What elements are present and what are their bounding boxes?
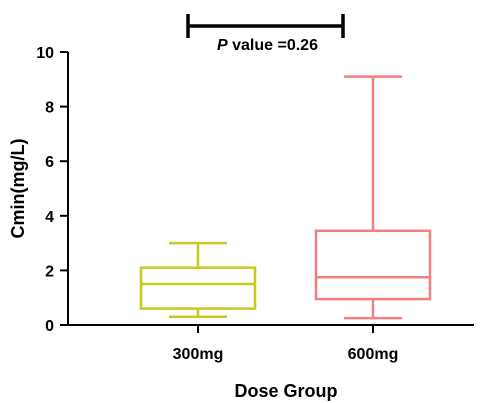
- box-group: [139, 241, 257, 319]
- box-group: [314, 75, 432, 320]
- boxes: [139, 75, 432, 320]
- y-tick-label: 10: [36, 45, 54, 62]
- significance-bracket: [186, 14, 345, 38]
- y-axis-title: Cmin(mg/L): [8, 139, 28, 239]
- y-ticks: 0 2 4 6 8 10: [36, 45, 68, 335]
- y-tick-label: 2: [45, 263, 54, 280]
- y-tick-label: 4: [45, 209, 54, 226]
- iqr-box: [139, 266, 257, 310]
- axes: [67, 52, 474, 326]
- y-tick-label: 6: [45, 154, 54, 171]
- y-tick-label: 0: [45, 318, 54, 335]
- p-value-text: value =0.26: [228, 37, 318, 54]
- x-axis-title: Dose Group: [234, 381, 337, 401]
- y-tick-label: 8: [45, 100, 54, 117]
- p-value-italic-p: P: [217, 37, 228, 54]
- x-tick-label: 600mg: [348, 346, 399, 363]
- x-tick-label: 300mg: [173, 346, 224, 363]
- significance-annotation: P value =0.26: [186, 14, 345, 54]
- x-ticks: 300mg 600mg: [173, 325, 399, 363]
- iqr-box: [314, 229, 432, 301]
- p-value-label: P value =0.26: [217, 37, 318, 54]
